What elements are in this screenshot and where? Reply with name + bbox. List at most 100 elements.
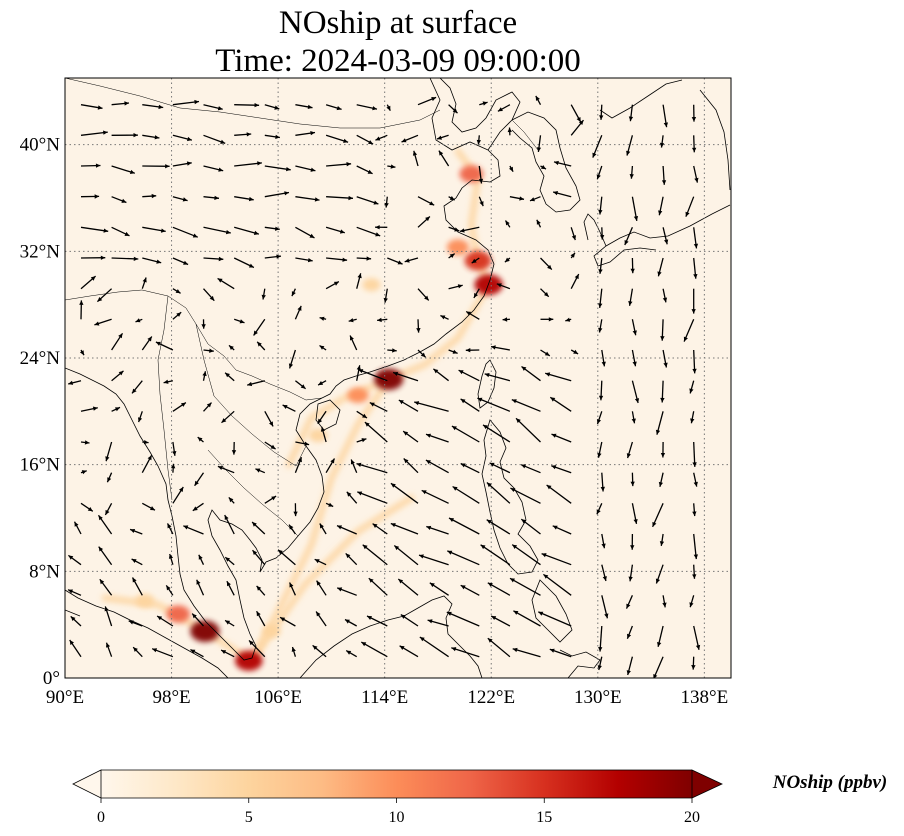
wind-vector-field bbox=[67, 95, 701, 678]
wind-arrow bbox=[631, 319, 637, 336]
wind-arrow bbox=[496, 283, 511, 290]
wind-arrow bbox=[295, 257, 313, 263]
wind-arrow bbox=[629, 165, 634, 179]
wind-arrow bbox=[655, 564, 664, 584]
wind-arrow bbox=[293, 503, 298, 517]
wind-arrow bbox=[264, 495, 277, 504]
wind-arrow bbox=[693, 165, 699, 183]
wind-arrow bbox=[198, 554, 205, 565]
wind-arrow bbox=[660, 380, 665, 403]
wind-arrow bbox=[393, 544, 419, 566]
wind-arrow bbox=[79, 300, 84, 320]
wind-arrow bbox=[220, 649, 235, 658]
wind-arrow bbox=[163, 379, 174, 384]
wind-arrow bbox=[480, 544, 511, 566]
colorbar-tick-label: 0 bbox=[97, 809, 105, 826]
coastline-korea bbox=[511, 111, 581, 213]
wind-arrow bbox=[141, 277, 147, 289]
wind-arrow bbox=[319, 316, 327, 321]
wind-arrow bbox=[356, 134, 374, 145]
wind-arrow bbox=[202, 371, 207, 381]
wind-arrow bbox=[400, 614, 419, 627]
wind-arrow bbox=[448, 104, 458, 114]
wind-arrow bbox=[224, 372, 235, 382]
wind-arrow bbox=[360, 641, 388, 658]
lat-tick-label: 0° bbox=[43, 668, 60, 689]
wind-arrow bbox=[111, 133, 139, 138]
wind-arrow bbox=[657, 625, 664, 647]
wind-arrow bbox=[628, 288, 634, 306]
wind-arrow bbox=[168, 553, 174, 565]
wind-arrow bbox=[520, 518, 541, 535]
wind-arrow bbox=[142, 164, 170, 169]
border-china-north bbox=[65, 78, 441, 129]
wind-arrow bbox=[477, 397, 511, 412]
wind-arrow bbox=[509, 196, 525, 201]
wind-arrow bbox=[429, 582, 449, 596]
wind-arrow bbox=[417, 216, 431, 228]
wind-arrow bbox=[631, 503, 638, 525]
wind-arrow bbox=[248, 639, 266, 658]
wind-arrow bbox=[350, 459, 358, 473]
wind-arrow bbox=[386, 104, 391, 111]
wind-arrow bbox=[452, 485, 480, 504]
wind-arrow bbox=[490, 345, 511, 351]
colorbar-min-extend bbox=[72, 769, 102, 799]
coastline-hainan bbox=[315, 399, 341, 431]
wind-arrow bbox=[511, 398, 541, 412]
wind-arrow bbox=[662, 288, 668, 303]
wind-arrow bbox=[412, 150, 419, 167]
wind-arrow bbox=[504, 220, 511, 228]
wind-arrow bbox=[264, 165, 291, 172]
colorbar-tick-label: 10 bbox=[389, 809, 405, 826]
wind-arrow bbox=[217, 277, 235, 290]
wind-arrow bbox=[402, 430, 419, 443]
wind-arrow bbox=[598, 257, 603, 274]
wind-arrow bbox=[368, 577, 388, 596]
wind-arrow bbox=[509, 577, 541, 596]
wind-arrow bbox=[320, 426, 327, 443]
wind-arrow bbox=[111, 101, 130, 106]
wind-arrow bbox=[264, 134, 280, 139]
wind-arrow bbox=[194, 472, 205, 487]
wind-arrow bbox=[626, 441, 634, 459]
wind-arrow bbox=[228, 496, 235, 504]
wind-arrow bbox=[392, 371, 419, 382]
wind-arrow bbox=[565, 317, 572, 322]
wind-arrow bbox=[80, 470, 87, 475]
wind-arrow bbox=[137, 411, 143, 423]
wind-arrow bbox=[289, 582, 296, 596]
wind-arrow bbox=[264, 254, 282, 259]
wind-arrow bbox=[326, 195, 354, 201]
wind-arrow bbox=[473, 288, 480, 299]
wind-arrow bbox=[487, 637, 511, 658]
lon-tick-label: 122°E bbox=[467, 687, 515, 708]
wind-arrow bbox=[543, 573, 572, 596]
wind-arrow bbox=[142, 104, 164, 110]
wind-arrow bbox=[596, 411, 603, 425]
wind-arrow bbox=[172, 402, 187, 412]
wind-arrow bbox=[233, 318, 245, 324]
wind-arrow bbox=[597, 441, 603, 458]
wind-arrow bbox=[234, 132, 252, 137]
wind-arrow bbox=[364, 421, 388, 443]
wind-arrow bbox=[690, 411, 695, 424]
concentration-hotspot bbox=[464, 250, 492, 271]
concentration-hotspot bbox=[374, 368, 404, 390]
wind-arrow bbox=[425, 433, 449, 443]
wind-arrow bbox=[397, 578, 419, 596]
wind-arrow bbox=[631, 411, 636, 424]
concentration-hotspot bbox=[362, 278, 381, 292]
wind-arrow bbox=[111, 196, 127, 204]
wind-arrow bbox=[692, 441, 697, 467]
wind-arrow bbox=[80, 104, 103, 110]
wind-arrow bbox=[484, 373, 511, 382]
wind-arrow bbox=[70, 615, 82, 627]
wind-arrow bbox=[356, 273, 362, 289]
wind-arrow bbox=[141, 454, 153, 474]
wind-arrow bbox=[436, 134, 449, 140]
wind-arrow bbox=[295, 441, 310, 446]
lat-tick-label: 40°N bbox=[20, 135, 61, 156]
wind-arrow bbox=[414, 401, 449, 412]
wind-arrow bbox=[288, 524, 296, 535]
